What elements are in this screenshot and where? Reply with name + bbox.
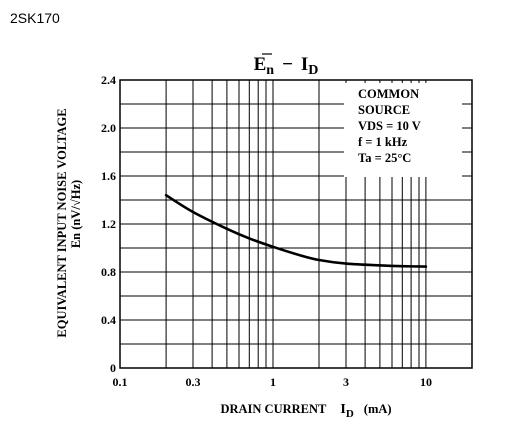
annotation-line: Ta = 25°C (358, 151, 411, 165)
title-main-2: I (301, 54, 308, 75)
x-axis-unit: (mA) (364, 402, 392, 416)
series-line (164, 193, 428, 268)
tick-labels: 0.1 0.3 1 3 10 0 0.4 0.8 1.2 1.6 2.0 2.4 (101, 73, 432, 389)
y-tick-label: 0.8 (101, 265, 116, 279)
y-tick-label: 2.0 (101, 121, 116, 135)
x-axis-title: DRAIN CURRENT ID (mA) (220, 402, 391, 420)
annotation: COMMON SOURCE VDS = 10 V f = 1 kHz Ta = 25°C (358, 87, 421, 165)
x-axis-label: DRAIN CURRENT (220, 402, 327, 416)
y-tick-label: 1.6 (101, 169, 116, 183)
x-axis-symbol-sub: D (346, 408, 354, 420)
x-tick-label: 3 (343, 375, 349, 389)
y-tick-label: 0 (110, 361, 116, 375)
part-number: 2SK170 (10, 10, 60, 26)
y-tick-label: 0.4 (101, 313, 116, 327)
annotation-line: VDS = 10 V (358, 119, 421, 133)
y-tick-label: 2.4 (101, 73, 116, 87)
annotation-line: COMMON (358, 87, 419, 101)
title-dash: − (282, 54, 293, 75)
y-axis-title: EQUIVALENT INPUT NOISE VOLTAGE (55, 108, 69, 337)
x-tick-label: 0.3 (185, 375, 200, 389)
title-sub-1: n (266, 63, 274, 78)
series-layer (164, 193, 428, 268)
chart-title: En − ID (254, 54, 319, 78)
y-tick-label: 1.2 (101, 217, 116, 231)
x-tick-label: 0.1 (113, 375, 128, 389)
annotation-line: SOURCE (358, 103, 410, 117)
title-main: E (254, 54, 267, 75)
annotation-box (344, 83, 462, 177)
plot-frame (119, 79, 473, 369)
x-tick-label: 1 (270, 375, 276, 389)
title-sub-2: D (308, 63, 318, 78)
x-axis-symbol: I (340, 402, 345, 417)
annotation-line: f = 1 kHz (358, 135, 408, 149)
y-axis-title-2: En (nV/√Hz) (69, 180, 83, 248)
x-tick-label: 10 (420, 375, 432, 389)
